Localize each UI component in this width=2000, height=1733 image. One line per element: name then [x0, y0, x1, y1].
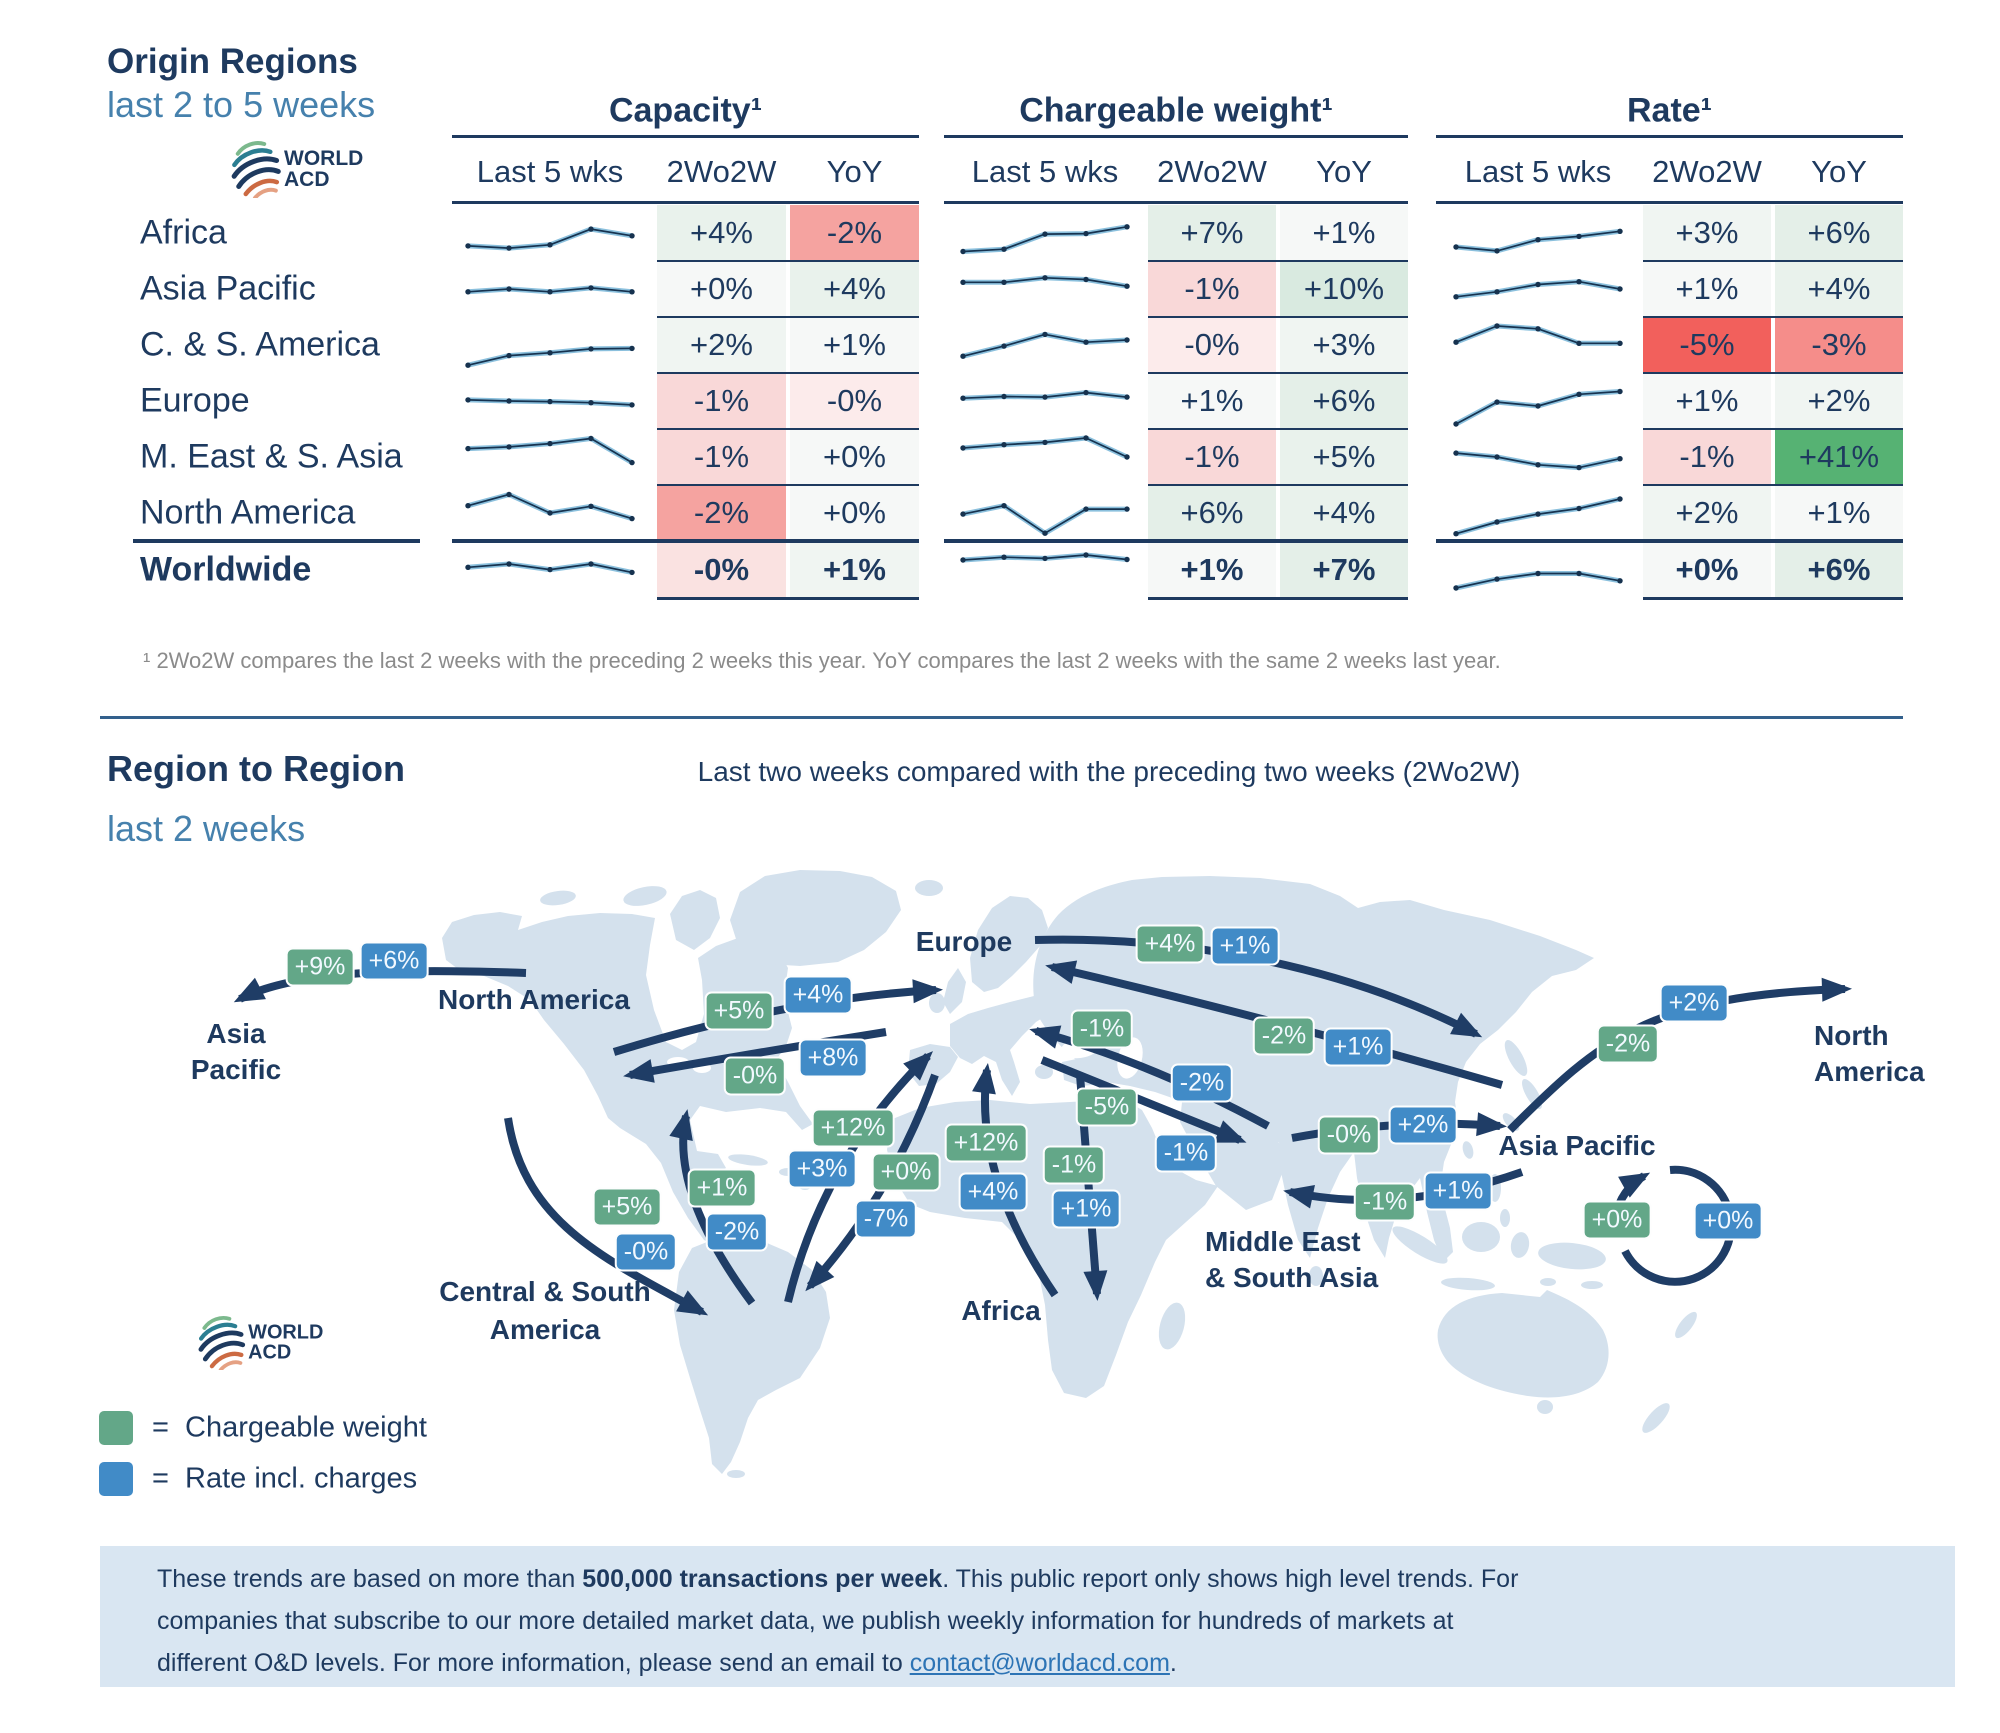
svg-text:ACD: ACD	[284, 168, 330, 191]
svg-text:WORLD: WORLD	[284, 147, 363, 170]
svg-text:ACD: ACD	[248, 1342, 291, 1364]
svg-text:WORLD: WORLD	[248, 1322, 323, 1344]
